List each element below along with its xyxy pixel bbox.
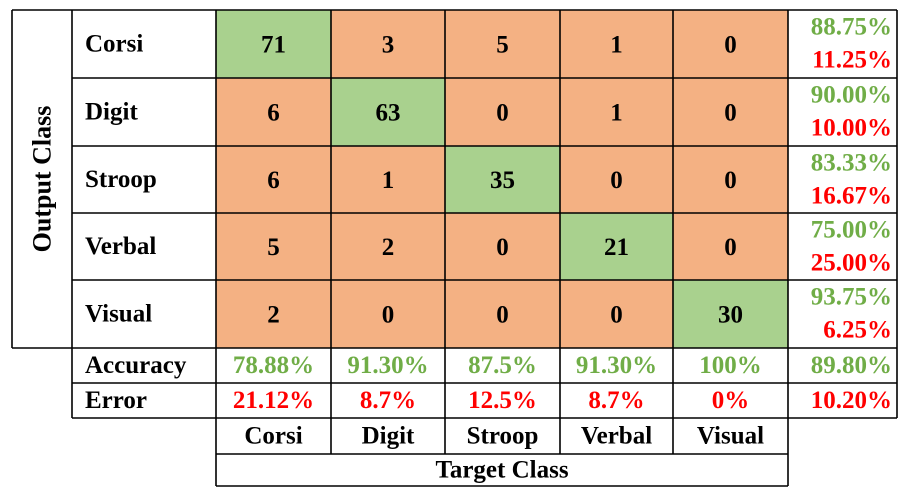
matrix-cell [673, 78, 788, 146]
cell-value: 6 [267, 167, 280, 194]
column-error: 8.7% [588, 387, 644, 414]
column-error: 8.7% [360, 387, 416, 414]
column-label: Corsi [244, 423, 302, 450]
row-label: Verbal [85, 233, 156, 260]
row-accuracy: 93.75% [811, 284, 892, 311]
matrix-cell [216, 213, 331, 280]
row-label: Corsi [85, 31, 143, 58]
cell-value: 2 [382, 234, 395, 261]
matrix-cell [216, 78, 331, 146]
row-error: 6.25% [823, 317, 892, 344]
column-accuracy: 100% [699, 352, 762, 379]
row-label: Digit [85, 99, 138, 126]
cell-value: 0 [496, 234, 509, 261]
matrix-cell [331, 280, 445, 348]
cell-value: 2 [267, 302, 280, 329]
matrix-cell [216, 146, 331, 213]
matrix-cell [560, 213, 673, 280]
matrix-cell [445, 78, 560, 146]
y-axis-title: Output Class [28, 106, 57, 253]
cell-value: 1 [610, 100, 623, 127]
cell-value: 30 [718, 302, 743, 329]
cell-value: 0 [724, 32, 737, 59]
cell-value: 0 [724, 167, 737, 194]
matrix-cell [673, 10, 788, 78]
column-label: Digit [362, 423, 415, 450]
matrix-cell [216, 280, 331, 348]
matrix-cell [560, 78, 673, 146]
row-error: 25.00% [811, 250, 892, 277]
matrix-cell [673, 213, 788, 280]
row-accuracy: 90.00% [811, 82, 892, 109]
cell-value: 0 [382, 302, 395, 329]
row-accuracy: 75.00% [811, 217, 892, 244]
matrix-cell [331, 10, 445, 78]
cell-value: 0 [610, 302, 623, 329]
matrix-cell [331, 146, 445, 213]
matrix-cell [331, 213, 445, 280]
error-label: Error [85, 387, 147, 414]
cell-value: 5 [496, 32, 509, 59]
cell-value: 6 [267, 100, 280, 127]
cell-value: 0 [724, 234, 737, 261]
matrix-cell [216, 10, 331, 78]
cell-value: 0 [496, 100, 509, 127]
column-accuracy: 87.5% [468, 352, 537, 379]
column-error: 21.12% [233, 387, 314, 414]
column-error: 0% [712, 387, 750, 414]
row-error: 11.25% [812, 47, 892, 74]
matrix-cell [673, 280, 788, 348]
cell-value: 0 [724, 100, 737, 127]
row-error: 10.00% [811, 115, 892, 142]
matrix-cell [445, 10, 560, 78]
column-accuracy: 91.30% [576, 352, 657, 379]
column-label: Verbal [581, 423, 652, 450]
x-axis-title: Target Class [435, 457, 568, 484]
matrix-cell [560, 146, 673, 213]
cell-value: 1 [610, 32, 623, 59]
column-accuracy: 78.88% [233, 352, 314, 379]
row-label: Stroop [85, 166, 157, 193]
cell-value: 0 [496, 302, 509, 329]
cell-value: 21 [604, 234, 629, 261]
row-accuracy: 88.75% [811, 14, 892, 41]
accuracy-label: Accuracy [85, 352, 187, 379]
matrix-cell [445, 213, 560, 280]
cell-value: 1 [382, 167, 395, 194]
matrix-cell [445, 146, 560, 213]
overall-accuracy: 89.80% [811, 352, 892, 379]
cell-value: 5 [267, 234, 280, 261]
matrix-cell [673, 146, 788, 213]
cell-value: 71 [261, 32, 286, 59]
matrix-cell [445, 280, 560, 348]
row-error: 16.67% [811, 183, 892, 210]
overall-error: 10.20% [811, 387, 892, 414]
column-error: 12.5% [468, 387, 537, 414]
row-accuracy: 83.33% [811, 150, 892, 177]
matrix-cell [331, 78, 445, 146]
column-label: Stroop [467, 423, 539, 450]
cell-value: 63 [376, 100, 401, 127]
matrix-cell [560, 280, 673, 348]
cell-value: 3 [382, 32, 395, 59]
column-accuracy: 91.30% [347, 352, 428, 379]
row-label: Visual [85, 301, 152, 328]
column-label: Visual [697, 423, 764, 450]
matrix-cell [560, 10, 673, 78]
cell-value: 0 [610, 167, 623, 194]
cell-value: 35 [490, 167, 515, 194]
